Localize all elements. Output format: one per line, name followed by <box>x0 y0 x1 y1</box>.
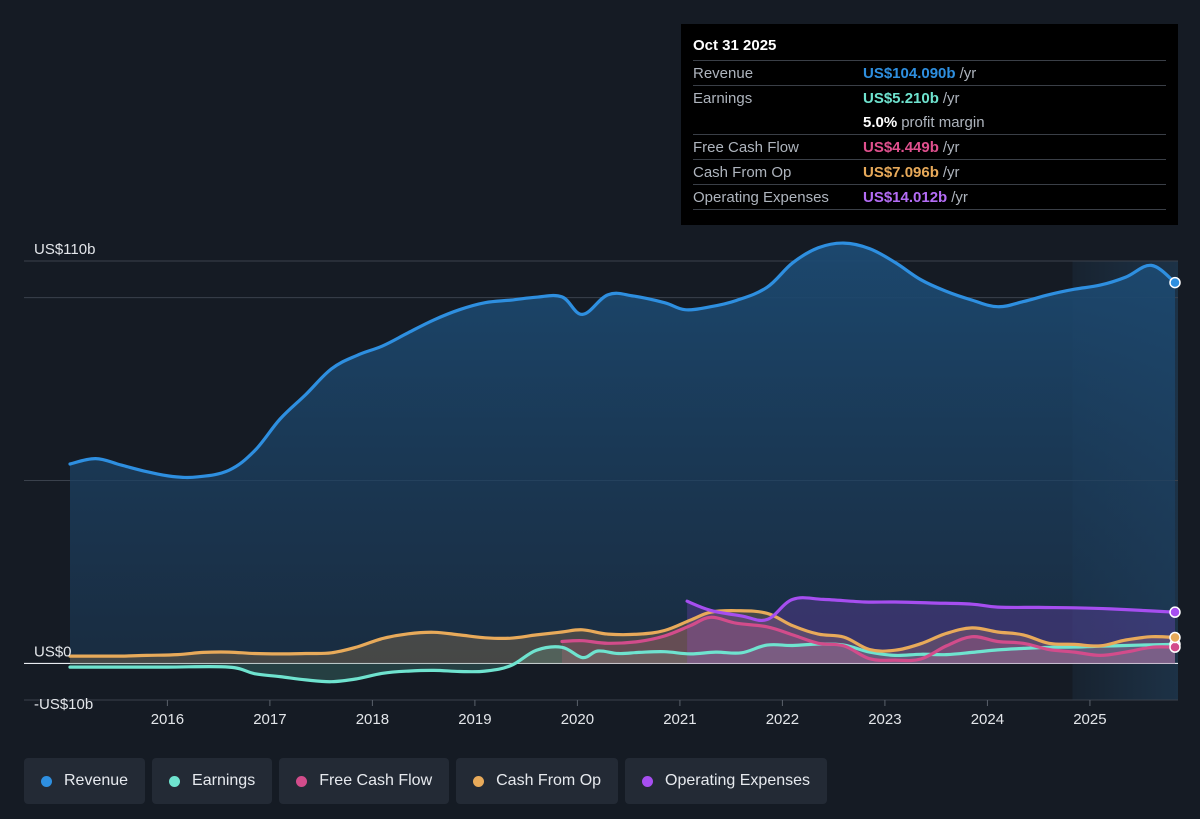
tooltip-row-free-cash-flow: Free Cash Flow US$4.449b /yr <box>693 134 1166 159</box>
y-tick-label: -US$10b <box>34 696 93 713</box>
legend: Revenue Earnings Free Cash Flow Cash Fro… <box>24 758 828 804</box>
tooltip-label: Revenue <box>693 64 754 82</box>
legend-label: Free Cash Flow <box>319 772 433 789</box>
tooltip-unit: /yr <box>942 163 960 181</box>
end-markers <box>1169 276 1181 653</box>
operating-expenses-end-marker <box>1169 606 1181 618</box>
tooltip-row-cash-from-op: Cash From Op US$7.096b /yr <box>693 159 1166 184</box>
y-tick-label: US$110b <box>34 241 95 258</box>
x-tick-label: 2019 <box>458 711 491 728</box>
revenue-line <box>68 241 1177 480</box>
x-tick-label: 2017 <box>253 711 286 728</box>
y-axis-labels: US$110b US$0 -US$10b <box>34 241 95 713</box>
tooltip-value: 5.0% <box>863 113 898 131</box>
cash-from-op-line <box>68 609 1177 658</box>
tooltip-row-operating-expenses: Operating Expenses US$14.012b /yr <box>693 184 1166 210</box>
operating-expenses-line <box>685 596 1177 623</box>
tooltip-unit: /yr <box>951 188 968 206</box>
series-lines <box>68 241 1177 684</box>
tooltip-label: Earnings <box>693 89 753 107</box>
legend-label: Cash From Op <box>496 772 602 789</box>
tooltip-row-earnings: Earnings US$5.210b /yr <box>693 85 1166 110</box>
earnings-area <box>70 643 1175 682</box>
tooltip-row-revenue: Revenue US$104.090b /yr <box>693 60 1166 85</box>
tooltip-label: Operating Expenses <box>693 188 829 206</box>
cash-from-op-end-marker <box>1169 631 1181 644</box>
legend-item-earnings[interactable]: Earnings <box>152 758 273 804</box>
operating-expenses-dot-icon <box>642 775 654 787</box>
tooltip-unit: /yr <box>959 64 977 82</box>
tooltip-unit: /yr <box>942 89 960 107</box>
tooltip: Oct 31 2025 Revenue US$104.090b /yr Earn… <box>681 24 1178 225</box>
revenue-area <box>70 243 1175 664</box>
area-fills <box>70 243 1175 682</box>
x-tick-label: 2022 <box>766 711 799 728</box>
x-tick-label: 2023 <box>868 711 901 728</box>
tooltip-label: Cash From Op <box>693 163 792 181</box>
legend-label: Operating Expenses <box>665 772 811 789</box>
tooltip-unit: /yr <box>942 138 960 156</box>
tooltip-value: US$14.012b <box>863 188 948 206</box>
legend-item-free-cash-flow[interactable]: Free Cash Flow <box>279 758 450 804</box>
x-tick-label: 2024 <box>971 711 1004 728</box>
cash-from-op-dot-icon <box>473 775 485 787</box>
legend-item-revenue[interactable]: Revenue <box>24 758 146 804</box>
legend-label: Earnings <box>192 772 256 789</box>
tooltip-label: Free Cash Flow <box>693 138 799 156</box>
x-tick-label: 2016 <box>151 711 184 728</box>
earnings-dot-icon <box>169 775 181 787</box>
x-tick-label: 2025 <box>1073 711 1106 728</box>
free-cash-flow-dot-icon <box>296 775 308 787</box>
tooltip-value: US$104.090b <box>863 64 956 82</box>
tooltip-value: US$7.096b <box>863 163 939 181</box>
free-cash-flow-end-marker <box>1169 641 1181 653</box>
y-tick-label: US$0 <box>34 643 72 660</box>
free-cash-flow-line <box>560 615 1177 663</box>
x-axis-labels: 2016 2017 2018 2019 2020 2021 2022 2023 2024 2025 <box>151 700 1107 728</box>
revenue-dot-icon <box>41 775 52 787</box>
x-tick-label: 2021 <box>663 711 696 728</box>
earnings-line <box>68 642 1177 684</box>
tooltip-value: US$4.449b <box>863 138 939 156</box>
legend-item-operating-expenses[interactable]: Operating Expenses <box>625 758 828 804</box>
tooltip-unit: profit margin <box>901 113 985 131</box>
revenue-end-marker <box>1169 276 1181 289</box>
x-tick-label: 2018 <box>356 711 389 728</box>
legend-label: Revenue <box>64 772 129 789</box>
tooltip-row-margin: 5.0% profit margin <box>693 110 1166 134</box>
tooltip-value: US$5.210b <box>863 89 939 107</box>
legend-item-cash-from-op[interactable]: Cash From Op <box>456 758 619 804</box>
tooltip-date: Oct 31 2025 <box>693 37 777 54</box>
x-tick-label: 2020 <box>561 711 594 728</box>
